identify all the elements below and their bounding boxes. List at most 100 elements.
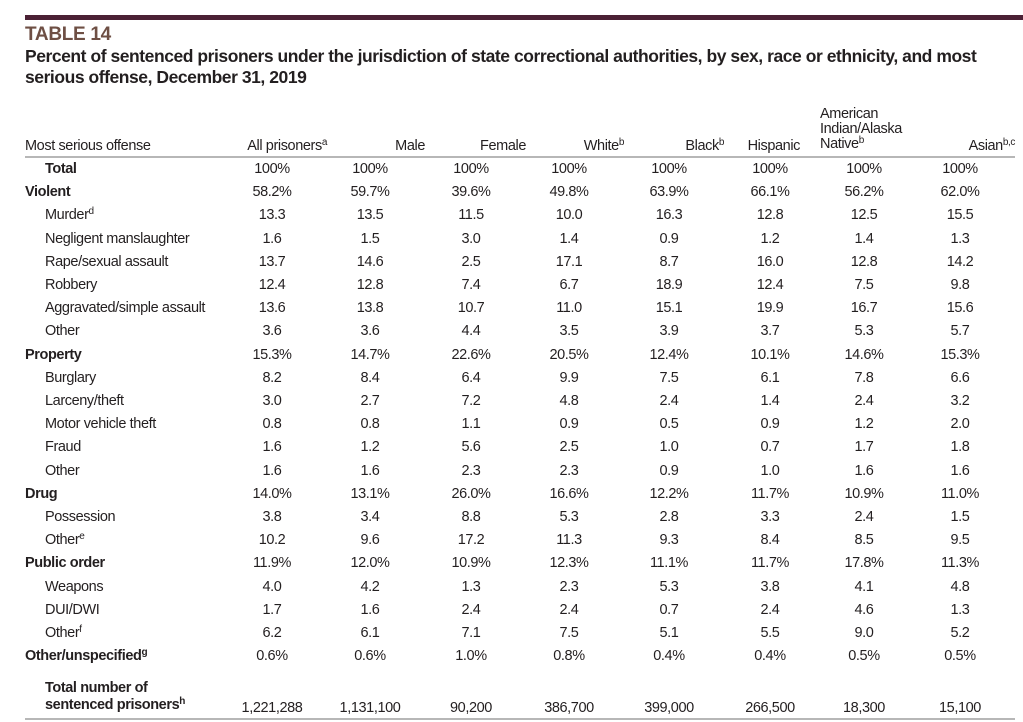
table-cell: 4.6 xyxy=(854,601,874,618)
table-cell: 0.9 xyxy=(760,416,780,433)
table-cell: 4.1 xyxy=(854,578,874,595)
table-row: Violent 58.2% 59.7% 39.6% 49.8% 63.9% 66.1% 56.… xyxy=(0,184,1023,207)
table-cell: 5.3 xyxy=(854,323,874,340)
table-cell: 18,300 xyxy=(843,700,885,716)
table-cell: 63.9% xyxy=(649,184,689,201)
table-cell: 2.0 xyxy=(950,416,970,433)
column-header: Female xyxy=(426,139,526,154)
table-cell: 2.4 xyxy=(854,509,874,525)
column-header-label: Asian xyxy=(968,138,1004,154)
table-cell: 62.0% xyxy=(940,184,980,201)
table-cell: 5.1 xyxy=(659,625,679,641)
row-label-line1: Total number of xyxy=(45,680,148,696)
column-header-label: Female xyxy=(480,138,526,154)
table-cell: 12.5 xyxy=(850,207,878,224)
row-label-text: Negligent manslaughter xyxy=(45,230,190,247)
table-cell: 20.5% xyxy=(549,346,589,363)
table-cell: 1.7 xyxy=(262,601,282,618)
table-cell: 1.2 xyxy=(760,230,780,247)
row-label-text: Robbery xyxy=(45,277,98,293)
column-header: Whiteb xyxy=(524,138,625,154)
table-cell: 7.8 xyxy=(854,369,874,386)
table-cell: 14.2 xyxy=(946,253,974,270)
table-cell: 3.6 xyxy=(360,323,380,340)
table-cell: 49.8% xyxy=(549,184,589,201)
table-row: Weapons 4.0 4.2 1.3 2.3 5.3 3.8 4.1 4.8 xyxy=(0,579,1023,602)
row-label: Weapons xyxy=(45,578,104,595)
table-cell: 11.3% xyxy=(940,555,980,572)
table-cell: 0.6% xyxy=(354,648,386,665)
table-cell: 3.0 xyxy=(461,230,481,247)
table-cell: 13.6 xyxy=(258,300,286,317)
table-cell: 8.8 xyxy=(461,509,481,525)
table-cell: 11.7% xyxy=(750,485,790,502)
column-header-label: Hispanic xyxy=(747,138,801,154)
row-label-text: Other xyxy=(45,323,80,340)
table-cell: 1.4 xyxy=(559,230,579,247)
table-cell: 8.2 xyxy=(262,369,282,386)
table-cell: 4.4 xyxy=(461,323,481,340)
table-row: Other/unspecifiedg 0.6% 0.6% 1.0% 0.8% 0.4% 0.… xyxy=(0,648,1023,671)
table-cell: 0.9 xyxy=(559,416,579,433)
table-cell: 0.9 xyxy=(659,462,679,479)
table-cell: 1.4 xyxy=(854,230,874,247)
table-cell: 3.7 xyxy=(760,323,780,340)
table-cell: 3.6 xyxy=(262,323,282,340)
table-cell: 8.7 xyxy=(659,253,679,270)
table-cell: 15.1 xyxy=(655,300,683,317)
row-label-text: Weapons xyxy=(45,578,104,595)
table-cell: 17.1 xyxy=(555,253,583,270)
table-cell: 9.6 xyxy=(360,532,380,549)
table-cell: 3.5 xyxy=(559,323,579,340)
table-cell: 2.4 xyxy=(659,393,679,409)
table-cell: 11.0% xyxy=(940,485,980,502)
column-header: Asianb,c xyxy=(915,137,1016,154)
table-cell: 11.5 xyxy=(458,207,484,224)
table-cell: 2.4 xyxy=(461,601,481,618)
table-cell: 19.9 xyxy=(756,300,784,317)
table-cell: 2.3 xyxy=(559,578,579,595)
row-label-text: Other xyxy=(45,532,80,549)
row-label-text: Other/unspecified xyxy=(25,648,142,665)
table-cell: 11.9% xyxy=(252,555,292,572)
table-cell: 3.8 xyxy=(262,509,282,525)
table-cell: 13.1% xyxy=(350,485,390,502)
table-cell: 1.6 xyxy=(950,462,970,479)
table-cell: 16.3 xyxy=(655,207,683,224)
footnote-marker: g xyxy=(141,647,148,659)
table-row: Total 100% 100% 100% 100% 100% 100% 100% 100% xyxy=(0,161,1023,184)
table-cell: 8.5 xyxy=(854,532,874,549)
footnote-marker: b,c xyxy=(1002,137,1016,148)
table-cell: 1.1 xyxy=(461,416,481,433)
table-row: Property 15.3% 14.7% 22.6% 20.5% 12.4% 10.1% 14… xyxy=(0,347,1023,370)
column-header-label: White xyxy=(583,138,619,154)
table-cell: 0.8% xyxy=(553,648,585,665)
column-header: Blackb xyxy=(624,137,725,154)
row-label: Public order xyxy=(25,555,105,571)
row-label-text: Other xyxy=(45,462,80,479)
table-cell: 17.8% xyxy=(844,555,884,572)
table-cell: 1.6 xyxy=(262,230,282,247)
table-title: Percent of sentenced prisoners under the… xyxy=(25,46,977,87)
table-cell: 1,221,288 xyxy=(241,700,303,716)
table-row: Robbery 12.4 12.8 7.4 6.7 18.9 12.4 7.5 9.8 xyxy=(0,277,1023,300)
table-cell: 3.2 xyxy=(950,393,970,409)
row-label: Possession xyxy=(45,509,116,525)
table-cell: 9.9 xyxy=(559,369,579,386)
row-label-text: Aggravated/simple assault xyxy=(45,300,206,317)
table-cell: 12.3% xyxy=(549,555,589,572)
column-header-label: All prisoners xyxy=(247,138,322,154)
table-cell: 6.6 xyxy=(950,369,970,386)
footnote-marker: b xyxy=(718,137,725,148)
table-cell: 2.4 xyxy=(559,601,579,618)
table-row: Drug 14.0% 13.1% 26.0% 16.6% 12.2% 11.7% 10.9% 1… xyxy=(0,486,1023,509)
table-cell: 13.5 xyxy=(356,207,384,224)
row-label-text: Fraud xyxy=(45,439,81,456)
table-cell: 3.3 xyxy=(760,509,780,525)
table-cell: 4.2 xyxy=(360,578,380,595)
table-cell: 3.9 xyxy=(659,323,679,340)
row-label-text: Property xyxy=(25,346,82,363)
total-number-row: Total number of sentenced prisonersh 1,221… xyxy=(0,680,1023,720)
table-cell: 22.6% xyxy=(451,346,491,363)
table-cell: 39.6% xyxy=(451,184,491,201)
